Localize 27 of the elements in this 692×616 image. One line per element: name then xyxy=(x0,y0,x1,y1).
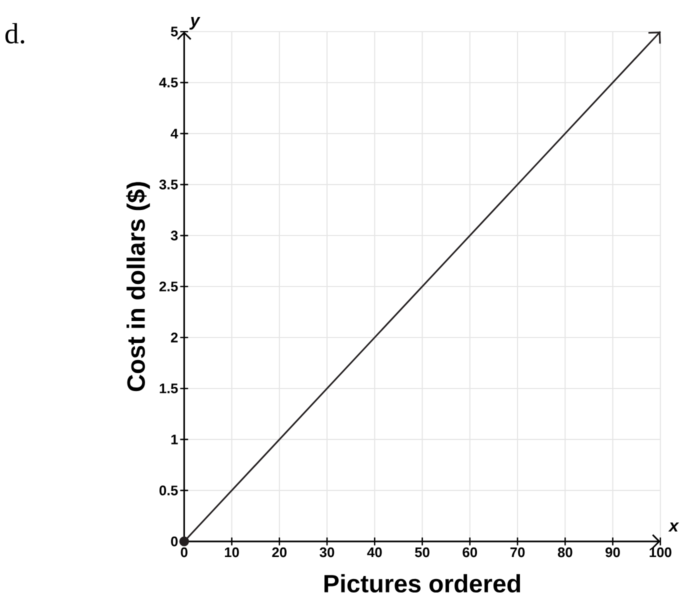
y-tick-label: 1 xyxy=(171,434,178,444)
y-tick-label: 0 xyxy=(171,536,178,547)
x-tick-label: 50 xyxy=(415,548,430,558)
x-tick-label: 40 xyxy=(367,548,382,558)
y-tick-label: 3.5 xyxy=(159,180,178,190)
y-tick-label: 4.5 xyxy=(159,78,178,88)
x-tick-label: 60 xyxy=(462,548,478,558)
y-tick-label: 3 xyxy=(170,230,178,241)
y-tick-label: 5 xyxy=(170,27,178,37)
x-tick-label: 80 xyxy=(558,548,572,558)
text: d. xyxy=(5,23,24,44)
x-tick-label: 90 xyxy=(606,548,620,558)
x-tick-label: 20 xyxy=(272,548,287,558)
y-axis-title: Cost in dollars ($) xyxy=(126,182,150,392)
y-tick-label: 1.5 xyxy=(160,384,178,394)
y-tick-label: 0.5 xyxy=(160,486,178,496)
x-axis-title: Pictures ordered xyxy=(324,574,520,593)
x-tick-label: 30 xyxy=(320,548,334,558)
text: y xyxy=(189,17,200,30)
y-tick-label: 4 xyxy=(170,129,178,139)
x-tick-label: 100 xyxy=(650,548,672,558)
x-tick-label: 70 xyxy=(510,548,525,558)
x-tick-label: 10 xyxy=(224,548,239,558)
y-tick-label: 2 xyxy=(170,332,178,343)
x-tick-label: 0 xyxy=(180,548,188,558)
text: x xyxy=(668,522,680,532)
y-tick-label: 2.5 xyxy=(159,282,178,292)
